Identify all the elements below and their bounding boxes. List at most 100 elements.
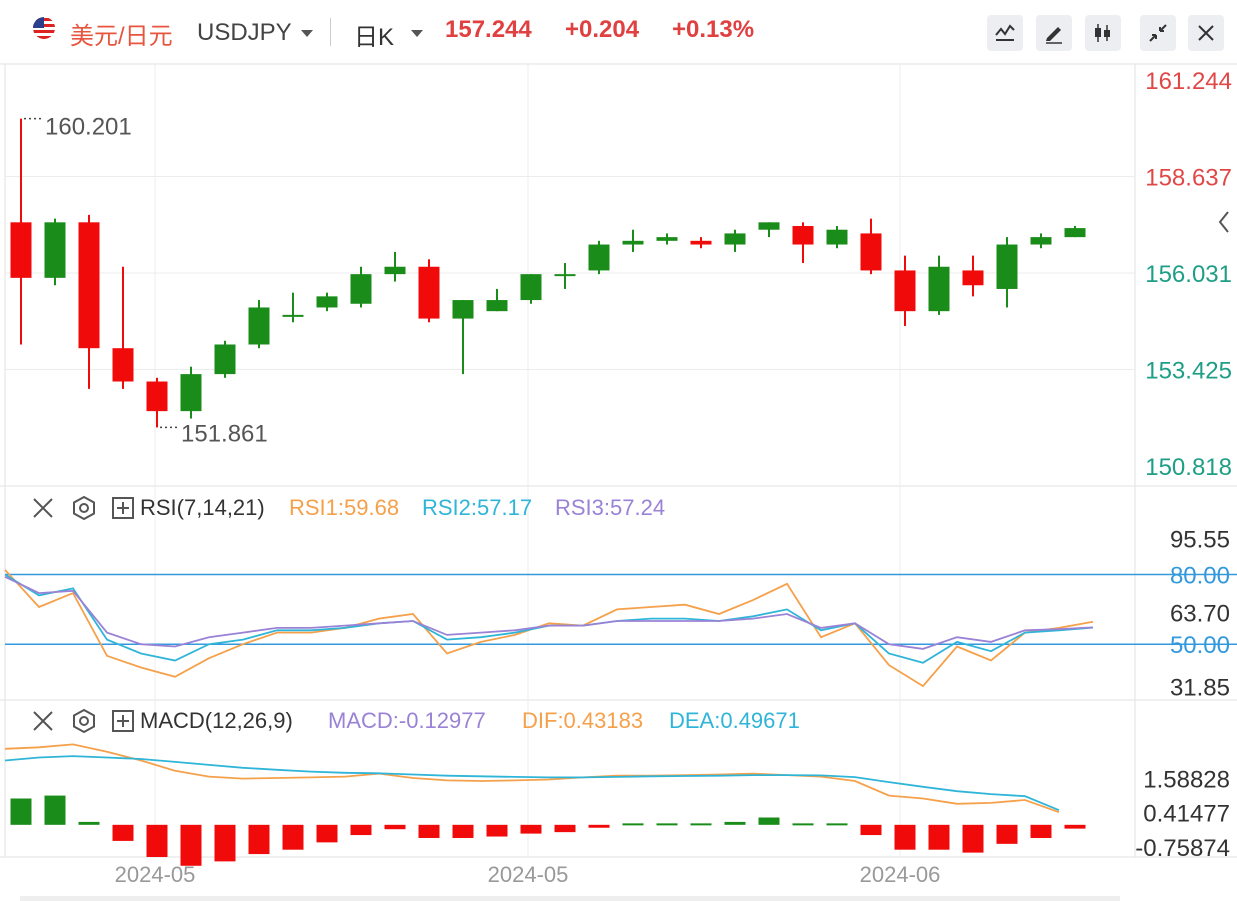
rsi-tick-label: 63.70 bbox=[1170, 600, 1230, 627]
candle-body bbox=[826, 229, 848, 245]
close-icon[interactable] bbox=[30, 495, 56, 521]
y-tick-label: 161.244 bbox=[1145, 68, 1232, 95]
macd-histogram-bar bbox=[418, 824, 440, 838]
candlestick-button[interactable] bbox=[1085, 15, 1121, 51]
candle-body bbox=[112, 348, 134, 382]
time-scrollbar bbox=[20, 896, 1120, 901]
macd-tick-label: 0.41477 bbox=[1143, 801, 1230, 828]
macd-tick-label: 1.58828 bbox=[1143, 766, 1230, 793]
close-icon[interactable] bbox=[30, 708, 56, 734]
draw-line-button[interactable] bbox=[987, 15, 1023, 51]
macd-histogram-bar bbox=[44, 795, 66, 825]
symbol-chevron-down-icon[interactable] bbox=[301, 30, 313, 37]
macd-histogram-bar bbox=[350, 824, 372, 836]
macd-histogram-bar bbox=[690, 823, 712, 826]
macd-histogram-bar bbox=[1030, 824, 1052, 838]
candle-body bbox=[792, 226, 814, 245]
candle-body bbox=[928, 266, 950, 312]
macd-tick-label: -0.75874 bbox=[1135, 835, 1230, 862]
y-tick-label: 150.818 bbox=[1145, 454, 1232, 481]
macd-histogram-bar bbox=[180, 824, 202, 866]
macd-histogram-bar bbox=[622, 823, 644, 826]
macd-histogram-bar bbox=[554, 824, 576, 833]
macd-histogram-bar bbox=[486, 824, 508, 837]
macd-histogram-bar bbox=[860, 824, 882, 836]
candle-body bbox=[248, 307, 270, 345]
candle-body bbox=[996, 244, 1018, 289]
macd-histogram-bar bbox=[724, 821, 746, 825]
rsi3-line bbox=[4, 575, 1094, 650]
macd-histogram-bar bbox=[78, 821, 100, 825]
candlestick-icon bbox=[1095, 24, 1110, 42]
candle-body bbox=[520, 274, 542, 301]
rsi-title: RSI(7,14,21) bbox=[140, 495, 265, 520]
candle-body bbox=[962, 270, 984, 286]
settings-hexagon-icon[interactable] bbox=[71, 708, 97, 734]
chevron-left-icon bbox=[1218, 211, 1229, 233]
x-tick-label: 2024-06 bbox=[860, 862, 941, 887]
rsi-tick-label: 50.00 bbox=[1170, 632, 1230, 659]
chart-header: 美元/日元 USDJPY 日K 157.244 +0.204 +0.13% bbox=[0, 0, 1237, 64]
pen-icon bbox=[1046, 27, 1062, 44]
macd-histogram-bar bbox=[928, 824, 950, 850]
candle-body bbox=[894, 270, 916, 312]
candle-body bbox=[10, 222, 32, 278]
candle-body bbox=[384, 266, 406, 275]
add-indicator-icon[interactable] bbox=[110, 495, 136, 521]
rsi2-line bbox=[4, 573, 1094, 664]
dif-line bbox=[4, 743, 1060, 814]
settings-hexagon-icon[interactable] bbox=[71, 495, 97, 521]
candle-body bbox=[724, 233, 746, 245]
macd-histogram-bar bbox=[520, 824, 542, 834]
candle-body bbox=[860, 233, 882, 271]
macd-histogram-bar bbox=[112, 824, 134, 841]
macd-histogram-bar bbox=[792, 823, 814, 826]
dea-legend: DEA:0.49671 bbox=[669, 708, 800, 733]
add-indicator-icon[interactable] bbox=[110, 708, 136, 734]
candle-body bbox=[282, 314, 304, 317]
collapse-button[interactable] bbox=[1140, 15, 1176, 51]
rsi-tick-label: 80.00 bbox=[1170, 562, 1230, 589]
rsi-tick-label: 95.55 bbox=[1170, 526, 1230, 553]
price-change-pct: +0.13% bbox=[672, 16, 755, 43]
candle-body bbox=[622, 240, 644, 245]
rsi2-legend: RSI2:57.17 bbox=[422, 495, 533, 520]
candle-body bbox=[146, 381, 168, 412]
macd-histogram-bar bbox=[10, 798, 32, 825]
macd-histogram-bar bbox=[248, 824, 270, 855]
rsi-tick-label: 31.85 bbox=[1170, 674, 1230, 701]
macd-histogram-bar bbox=[282, 824, 304, 850]
side-panel-toggle[interactable] bbox=[1212, 195, 1237, 249]
y-tick-label: 158.637 bbox=[1145, 165, 1232, 192]
candle-body bbox=[180, 374, 202, 412]
macd-histogram-bar bbox=[316, 824, 338, 843]
header-divider bbox=[330, 18, 331, 46]
candle-body bbox=[350, 274, 372, 304]
macd-histogram-bar bbox=[452, 824, 474, 838]
candle-body bbox=[418, 266, 440, 319]
pen-button[interactable] bbox=[1036, 15, 1072, 51]
macd-histogram-bar bbox=[146, 824, 168, 857]
price-change: +0.204 bbox=[565, 16, 640, 43]
period-selector[interactable]: 日K bbox=[354, 24, 395, 51]
period-chevron-down-icon[interactable] bbox=[411, 30, 423, 37]
rsi1-line bbox=[4, 569, 1094, 688]
candle-body bbox=[316, 296, 338, 308]
macd-histogram-bar bbox=[996, 824, 1018, 844]
macd-legend: MACD:-0.12977 bbox=[328, 708, 486, 733]
macd-histogram-bar bbox=[214, 824, 236, 862]
rsi3-legend: RSI3:57.24 bbox=[555, 495, 666, 520]
rsi1-legend: RSI1:59.68 bbox=[289, 495, 400, 520]
y-tick-label: 153.425 bbox=[1145, 357, 1232, 384]
candle-body bbox=[44, 222, 66, 278]
high-annotation: 160.201 bbox=[45, 114, 132, 141]
candle-body bbox=[78, 222, 100, 349]
dea-line bbox=[4, 755, 1060, 812]
x-tick-label: 2024-05 bbox=[115, 862, 196, 887]
pair-symbol[interactable]: USDJPY bbox=[197, 19, 292, 46]
candle-body bbox=[1064, 228, 1086, 238]
candle-body bbox=[588, 244, 610, 271]
close-chart-button[interactable] bbox=[1188, 15, 1224, 51]
candle-body bbox=[690, 240, 712, 245]
